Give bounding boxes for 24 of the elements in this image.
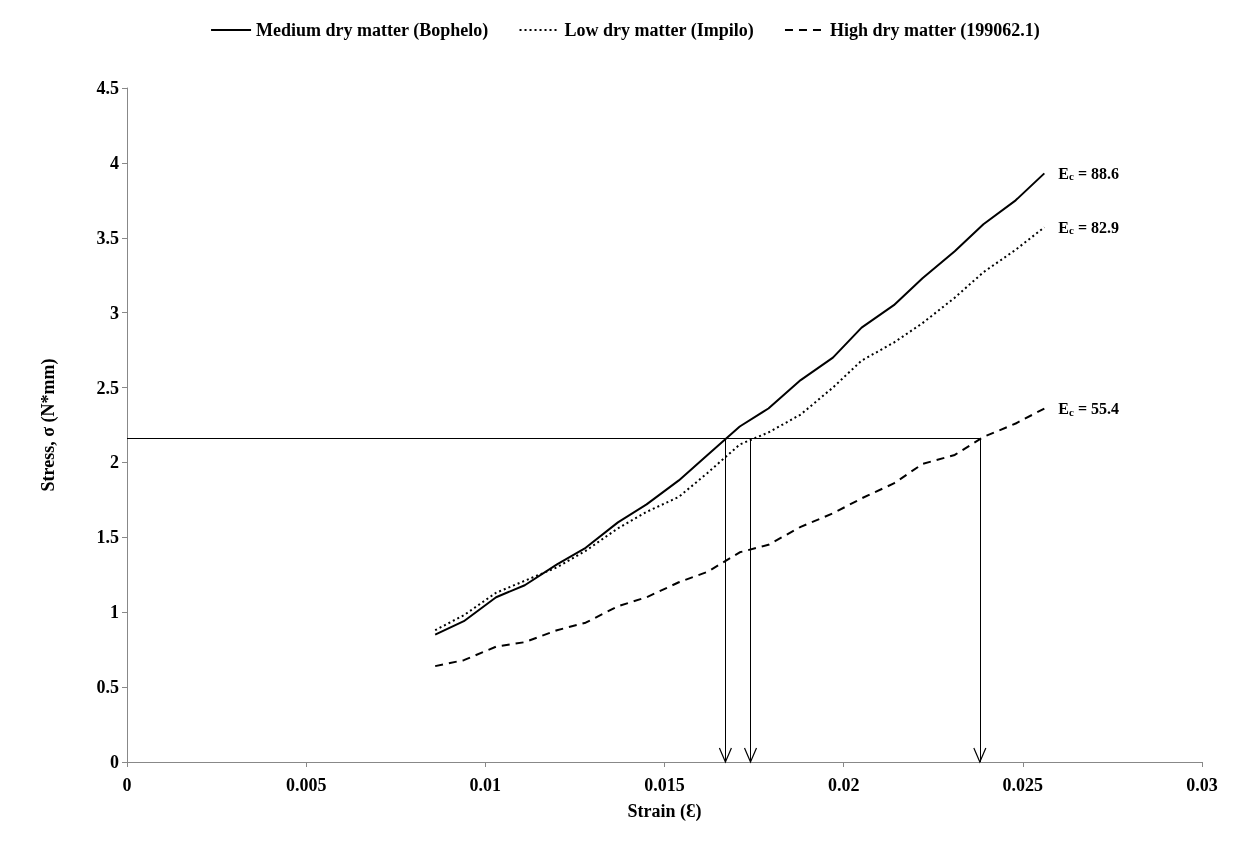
x-tick-label: 0.02 — [827, 775, 860, 795]
y-tick-label: 2 — [110, 452, 119, 473]
y-tick-label: 3 — [110, 302, 119, 323]
legend-label: Low dry matter (Impilo) — [564, 20, 754, 41]
annotation: Ec = 55.4 — [1058, 400, 1120, 418]
legend-label: Medium dry matter (Bophelo) — [256, 20, 489, 41]
x-axis-title: Strain (Ɛ) — [627, 801, 702, 822]
y-tick-label: 0.5 — [96, 677, 119, 698]
y-tick-label: 4.5 — [96, 78, 119, 98]
annotation: Ec = 88.6 — [1058, 164, 1120, 183]
x-tick-label: 0.025 — [1002, 775, 1044, 795]
y-tick-label: 3.5 — [96, 227, 119, 248]
y-tick-label: 2.5 — [96, 377, 119, 398]
x-tick-label: 0.03 — [1186, 775, 1218, 795]
x-tick-label: 0.01 — [469, 775, 502, 795]
y-tick-label: 1 — [110, 602, 119, 623]
annotation: Ec = 82.9 — [1058, 218, 1120, 237]
x-tick-label: 0.005 — [285, 775, 327, 795]
x-tick-label: 0.015 — [644, 775, 685, 795]
y-axis-title: Stress, σ (N*mm) — [38, 358, 59, 492]
legend-label: High dry matter (199062.1) — [829, 20, 1040, 41]
y-tick-label: 0 — [110, 752, 119, 772]
y-tick-label: 1.5 — [96, 527, 119, 548]
y-tick-label: 4 — [110, 152, 119, 173]
